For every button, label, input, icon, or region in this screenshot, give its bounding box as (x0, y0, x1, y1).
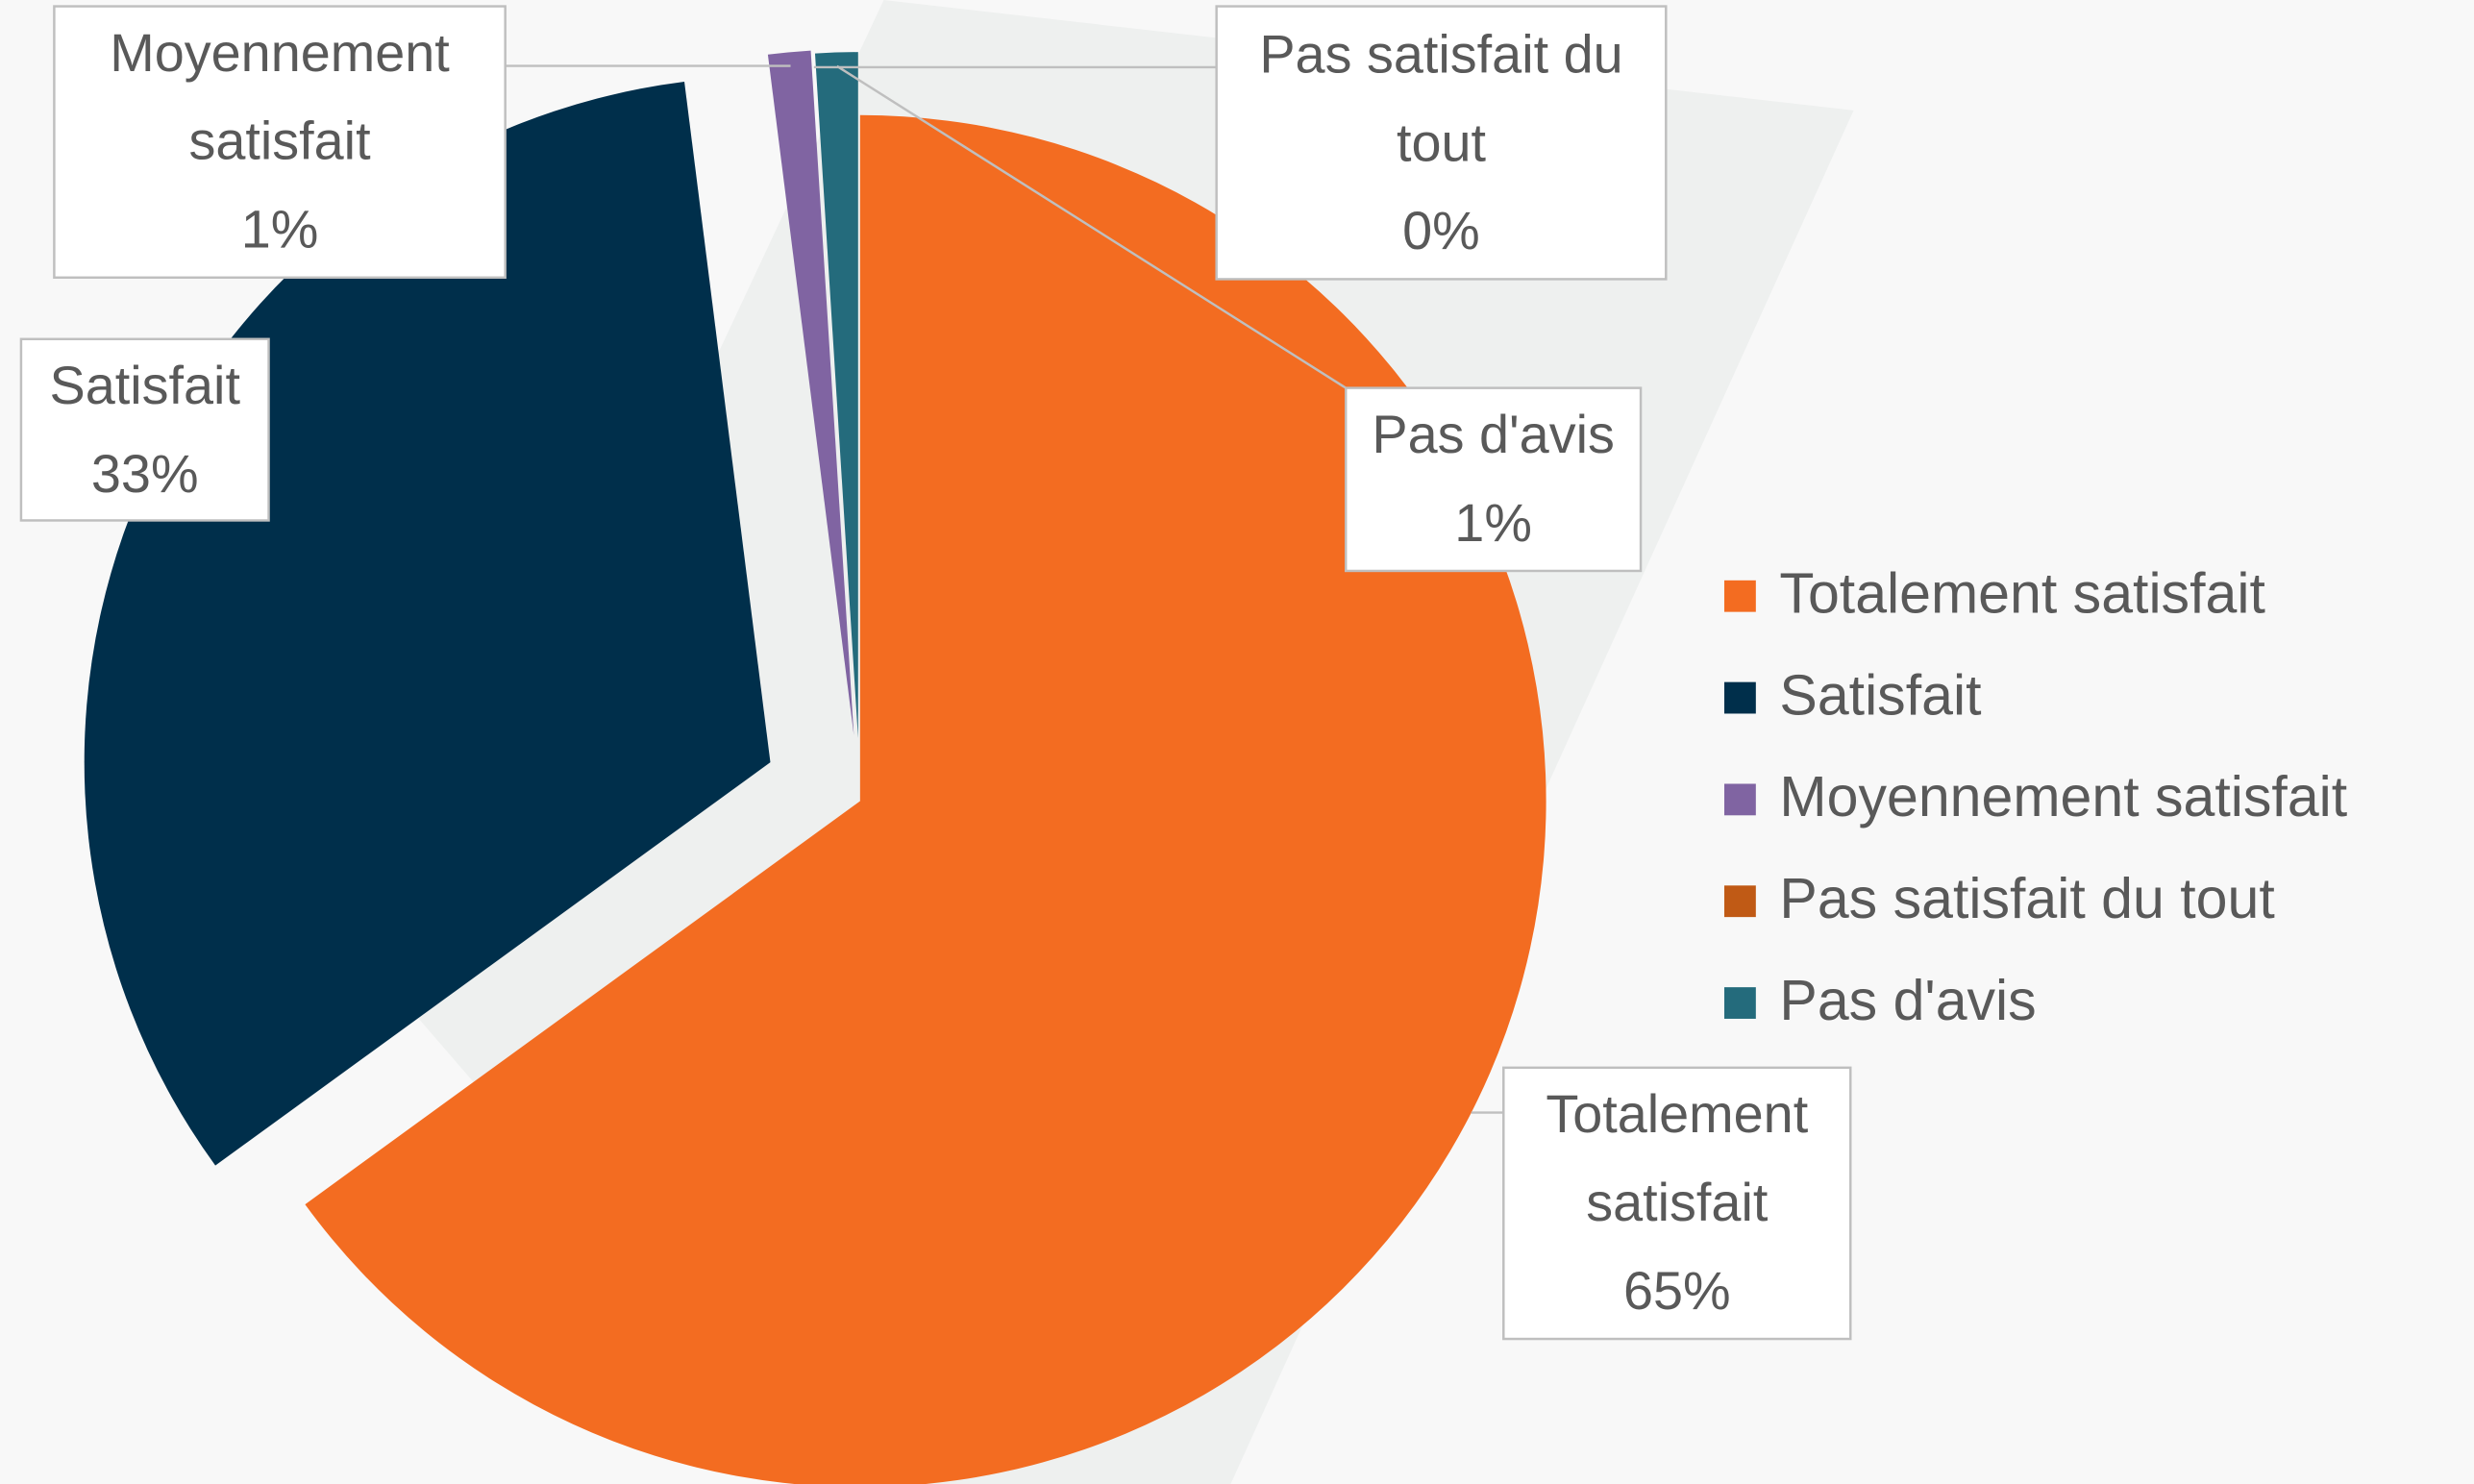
label-text: Pas d'avis 1% (1346, 388, 1641, 571)
pie-slice (767, 50, 854, 735)
label-value: 0% (1402, 201, 1480, 261)
leader-line (836, 64, 1347, 389)
label-text: Moyennement satisfait 1% (54, 7, 505, 278)
label-box (19, 337, 270, 522)
label-category: Pas satisfait du tout (1259, 24, 1623, 173)
legend: Totalement satisfait Satisfait Moyennement… (1724, 561, 2347, 1032)
legend-label: Satisfait (1779, 663, 1981, 727)
legend-label: Pas satisfait du tout (1779, 867, 2274, 930)
legend-swatch (1724, 885, 1756, 918)
label-box (1502, 1066, 1852, 1341)
data-labels: Totalement satisfait 65% Satisfait 33% Moyen… (19, 5, 1852, 1341)
pie-slice (305, 114, 1546, 1484)
data-label: Pas d'avis 1% (1346, 388, 1641, 571)
data-label: Moyennement satisfait 1% (54, 7, 505, 278)
label-category: Satisfait (49, 356, 240, 416)
data-label: Satisfait 33% (21, 339, 269, 521)
label-box (1215, 5, 1668, 281)
legend-swatch (1724, 681, 1756, 714)
legend-label: Totalement satisfait (1779, 561, 2264, 625)
label-value: 1% (240, 200, 319, 260)
legend-swatch (1724, 987, 1756, 1019)
label-value: 33% (90, 443, 199, 505)
label-box (53, 5, 507, 280)
pie-slice (814, 52, 858, 738)
legend-label: Moyennement satisfait (1779, 765, 2347, 829)
label-box (1344, 386, 1643, 573)
leader-lines (505, 64, 1504, 1114)
legend-label: Pas d'avis (1779, 969, 2036, 1032)
label-text: Satisfait 33% (21, 339, 269, 521)
label-value: 65% (1622, 1261, 1731, 1322)
data-label: Pas satisfait du tout 0% (1217, 7, 1667, 280)
label-category: Pas d'avis (1372, 405, 1615, 466)
label-value: 1% (1454, 493, 1532, 554)
legend-swatch (1724, 783, 1756, 816)
label-category: Moyennement satisfait (110, 23, 450, 172)
legend-swatch (1724, 580, 1756, 612)
label-text: Totalement satisfait 65% (1503, 1068, 1850, 1339)
label-category: Totalement satisfait (1546, 1084, 1809, 1234)
data-label: Totalement satisfait 65% (1503, 1068, 1850, 1339)
label-text: Pas satisfait du tout 0% (1217, 7, 1667, 280)
